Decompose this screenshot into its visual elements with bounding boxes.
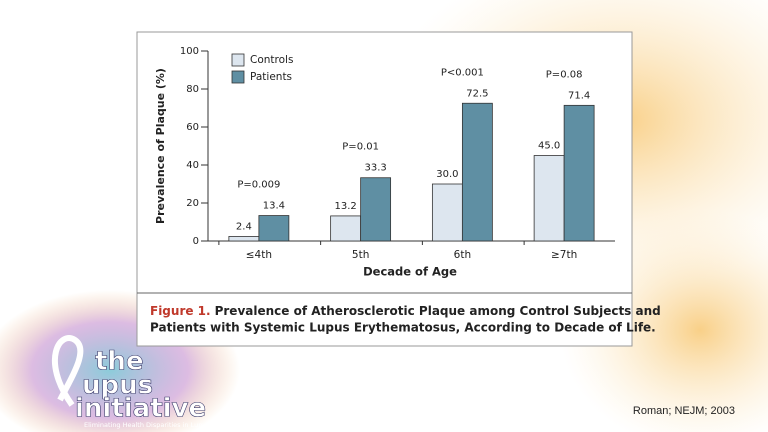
p-value: P=0.08 [546, 69, 583, 80]
ribbon-icon [51, 335, 84, 407]
legend-label: Patients [250, 71, 292, 83]
x-axis-label: Decade of Age [363, 265, 457, 279]
caption-label: Figure 1. [150, 304, 211, 318]
bar [360, 177, 392, 242]
logo-text: the [95, 347, 144, 377]
caption-line: Prevalence of Atherosclerotic Plaque amo… [215, 304, 661, 318]
bar [228, 236, 260, 242]
value-label: 2.4 [236, 221, 252, 232]
value-label: 45.0 [538, 141, 560, 152]
value-label: 13.2 [334, 201, 356, 212]
x-tick-label: ≤4th [246, 249, 272, 261]
y-tick-label: 0 [193, 236, 199, 247]
value-label: 13.4 [263, 201, 285, 212]
value-label: 72.5 [466, 88, 488, 99]
value-label: 71.4 [568, 90, 590, 101]
legend-swatch [231, 70, 245, 84]
bar [330, 215, 362, 242]
legend-swatch [231, 53, 245, 67]
logo-text: initiative [75, 394, 206, 424]
y-tick-label: 40 [186, 160, 199, 171]
p-value: P<0.001 [441, 67, 484, 78]
x-tick-label: ≥7th [551, 249, 577, 261]
value-label: 33.3 [364, 163, 386, 174]
figure-caption: Figure 1. Prevalence of Atherosclerotic P… [150, 304, 661, 318]
credit: Roman; NEJM; 2003 [633, 405, 735, 417]
y-tick-label: 60 [186, 122, 199, 133]
y-axis-label: Prevalence of Plaque (%) [154, 68, 167, 224]
bar [533, 155, 565, 242]
caption-line: Patients with Systemic Lupus Erythematos… [150, 321, 656, 335]
bar [563, 104, 595, 242]
p-value: P=0.009 [237, 180, 280, 191]
logo-tagline: Eliminating Health Disparities in Lupus [84, 421, 210, 429]
bar [431, 183, 463, 242]
value-label: 30.0 [436, 169, 458, 180]
bar [461, 102, 493, 242]
y-tick-label: 100 [180, 46, 199, 57]
legend-label: Controls [250, 54, 293, 66]
x-tick-label: 5th [352, 249, 369, 261]
y-tick-label: 20 [186, 198, 199, 209]
bar [258, 215, 290, 242]
x-tick-label: 6th [454, 249, 471, 261]
p-value: P=0.01 [342, 142, 379, 153]
logo-text: upus [82, 371, 153, 401]
y-tick-label: 80 [186, 84, 199, 95]
